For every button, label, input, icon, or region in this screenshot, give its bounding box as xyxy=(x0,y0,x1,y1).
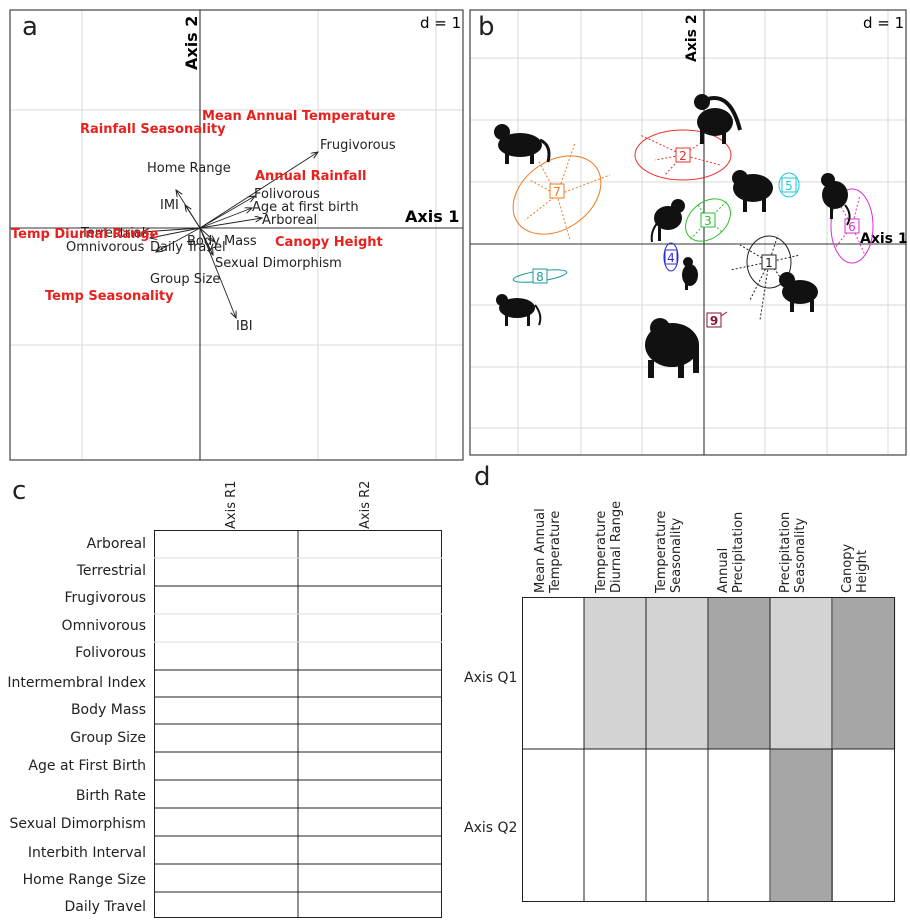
baboon-icon xyxy=(779,272,818,312)
heatmap-cell xyxy=(833,597,896,749)
row-label-birth-rate: Birth Rate xyxy=(75,788,146,804)
panel-b-ordination: d = 1 Axis 1 Axis 2 xyxy=(469,9,908,456)
panel-d-col-1: Mean Annual Temperature xyxy=(533,508,563,593)
row-label-omnivorous: Omnivorous xyxy=(61,618,146,634)
panel-a-letter: a xyxy=(22,12,38,42)
group-9-label: 9 xyxy=(710,314,718,328)
panel-d-heatmap xyxy=(522,597,896,902)
heatmap-cell xyxy=(770,597,833,749)
panel-d-col-6: Canopy Height xyxy=(840,543,870,593)
trait-label: Age at first birth xyxy=(252,200,359,215)
panel-c-row-labels: Arboreal Terrestrial Frugivorous Omnivor… xyxy=(0,530,146,920)
env-label: Mean Annual Temperature xyxy=(202,109,396,124)
heatmap-cell xyxy=(708,597,771,749)
row-label-frugivorous: Frugivorous xyxy=(64,590,146,606)
heatmap-cell xyxy=(833,749,896,901)
panel-a-scale: d = 1 xyxy=(420,14,461,32)
panel-b-frame xyxy=(469,9,907,456)
trait-label: Omnivorous xyxy=(66,240,145,255)
row-label-group-size: Group Size xyxy=(70,730,146,746)
env-label: Temp Diurnal Range xyxy=(11,227,159,242)
group-2-label: 2 xyxy=(679,149,687,163)
trait-label: Frugivorous xyxy=(320,138,396,153)
group-5-label: 5 xyxy=(785,179,793,193)
panel-b-letter: b xyxy=(478,12,495,42)
langur-icon xyxy=(650,199,685,243)
trait-label: Body Mass xyxy=(187,234,257,249)
row-label-arboreal: Arboreal xyxy=(86,536,146,552)
panel-a-axis2-label: Axis 2 xyxy=(182,16,201,70)
panel-b-axis1-label: Axis 1 xyxy=(860,231,908,247)
env-label: Canopy Height xyxy=(275,235,383,250)
panel-d-row-q2: Axis Q2 xyxy=(464,820,518,836)
panel-d-row-q1: Axis Q1 xyxy=(464,670,518,686)
panel-d-letter: d xyxy=(474,462,491,492)
heatmap-cell xyxy=(522,597,585,749)
small-monkey-icon xyxy=(682,257,698,290)
group-4-ellipse xyxy=(663,242,679,272)
heatmap-cell xyxy=(646,749,709,901)
group-1-label: 1 xyxy=(765,256,773,270)
panel-b-scale: d = 1 xyxy=(863,14,904,32)
panel-a-axis1-label: Axis 1 xyxy=(405,207,459,226)
trait-label: Folivorous xyxy=(254,187,320,202)
panel-c-table xyxy=(154,530,442,918)
trait-label: IBI xyxy=(236,319,253,334)
panel-d-col-2: Temperature Diurnal Range xyxy=(594,500,624,593)
row-label-interbirth-interval: Interbith Interval xyxy=(27,845,146,861)
panel-d-col-3: Temperature Seasonality xyxy=(654,510,684,593)
primate-silhouettes xyxy=(494,94,851,378)
row-label-body-mass: Body Mass xyxy=(70,702,146,718)
colobus-icon xyxy=(496,294,542,326)
trait-label: Terrestrial xyxy=(80,226,145,241)
panel-b-grid xyxy=(470,10,906,455)
group-5-ellipse xyxy=(778,172,800,198)
monkey-icon xyxy=(494,124,551,164)
group-4-label: 4 xyxy=(667,251,675,265)
panel-b-axis2-label: Axis 2 xyxy=(684,14,700,62)
trait-label: Home Range xyxy=(147,161,231,176)
heatmap-cell xyxy=(708,749,771,901)
panel-a-grid xyxy=(10,10,463,460)
trait-label: Arboreal xyxy=(262,213,317,228)
guenon-icon xyxy=(821,173,851,226)
panel-c-col-r2: Axis R2 xyxy=(358,480,373,529)
panel-d-col-4: Annual Precipitation xyxy=(716,511,746,593)
chimpanzee-icon xyxy=(645,318,699,378)
heatmap-cell xyxy=(584,749,647,901)
heatmap-cell xyxy=(522,749,585,901)
group-6-label: 6 xyxy=(848,220,856,234)
env-label: Annual Rainfall xyxy=(255,169,366,184)
panel-a-arrows xyxy=(142,152,318,318)
env-label: Rainfall Seasonality xyxy=(80,122,226,137)
row-label-folivorous: Folivorous xyxy=(75,645,146,661)
trait-label: Sexual Dimorphism xyxy=(215,256,342,271)
panel-c-letter: c xyxy=(12,476,27,506)
trait-label: Group Size xyxy=(150,272,220,287)
row-label-sexual-dimorphism: Sexual Dimorphism xyxy=(9,816,146,832)
panel-a-frame xyxy=(9,9,464,461)
row-label-home-range-size: Home Range Size xyxy=(22,872,146,888)
row-label-age-first-birth: Age at First Birth xyxy=(28,758,146,774)
macaque-icon xyxy=(732,170,773,212)
panel-a-ordination: d = 1 Axis 1 Axis 2 Frugivorous Home Ran… xyxy=(9,9,464,461)
group-7-label: 7 xyxy=(553,185,561,199)
row-label-terrestrial: Terrestrial xyxy=(76,563,146,579)
row-label-intermembral-index: Intermembral Index xyxy=(7,675,146,691)
panel-d-col-5: Precipitation Seasonality xyxy=(778,511,808,593)
trait-label: IMI xyxy=(160,198,179,213)
heatmap-cell xyxy=(770,749,833,901)
heatmap-cell xyxy=(584,597,647,749)
row-label-daily-travel: Daily Travel xyxy=(64,899,147,915)
group-3-label: 3 xyxy=(704,214,712,228)
heatmap-cell xyxy=(646,597,709,749)
group-8-label: 8 xyxy=(536,270,544,284)
trait-label: Daily Travel xyxy=(150,240,226,255)
env-label: Temp Seasonality xyxy=(45,289,174,304)
gibbon-icon xyxy=(694,94,742,144)
panel-c-col-r1: Axis R1 xyxy=(224,480,239,529)
